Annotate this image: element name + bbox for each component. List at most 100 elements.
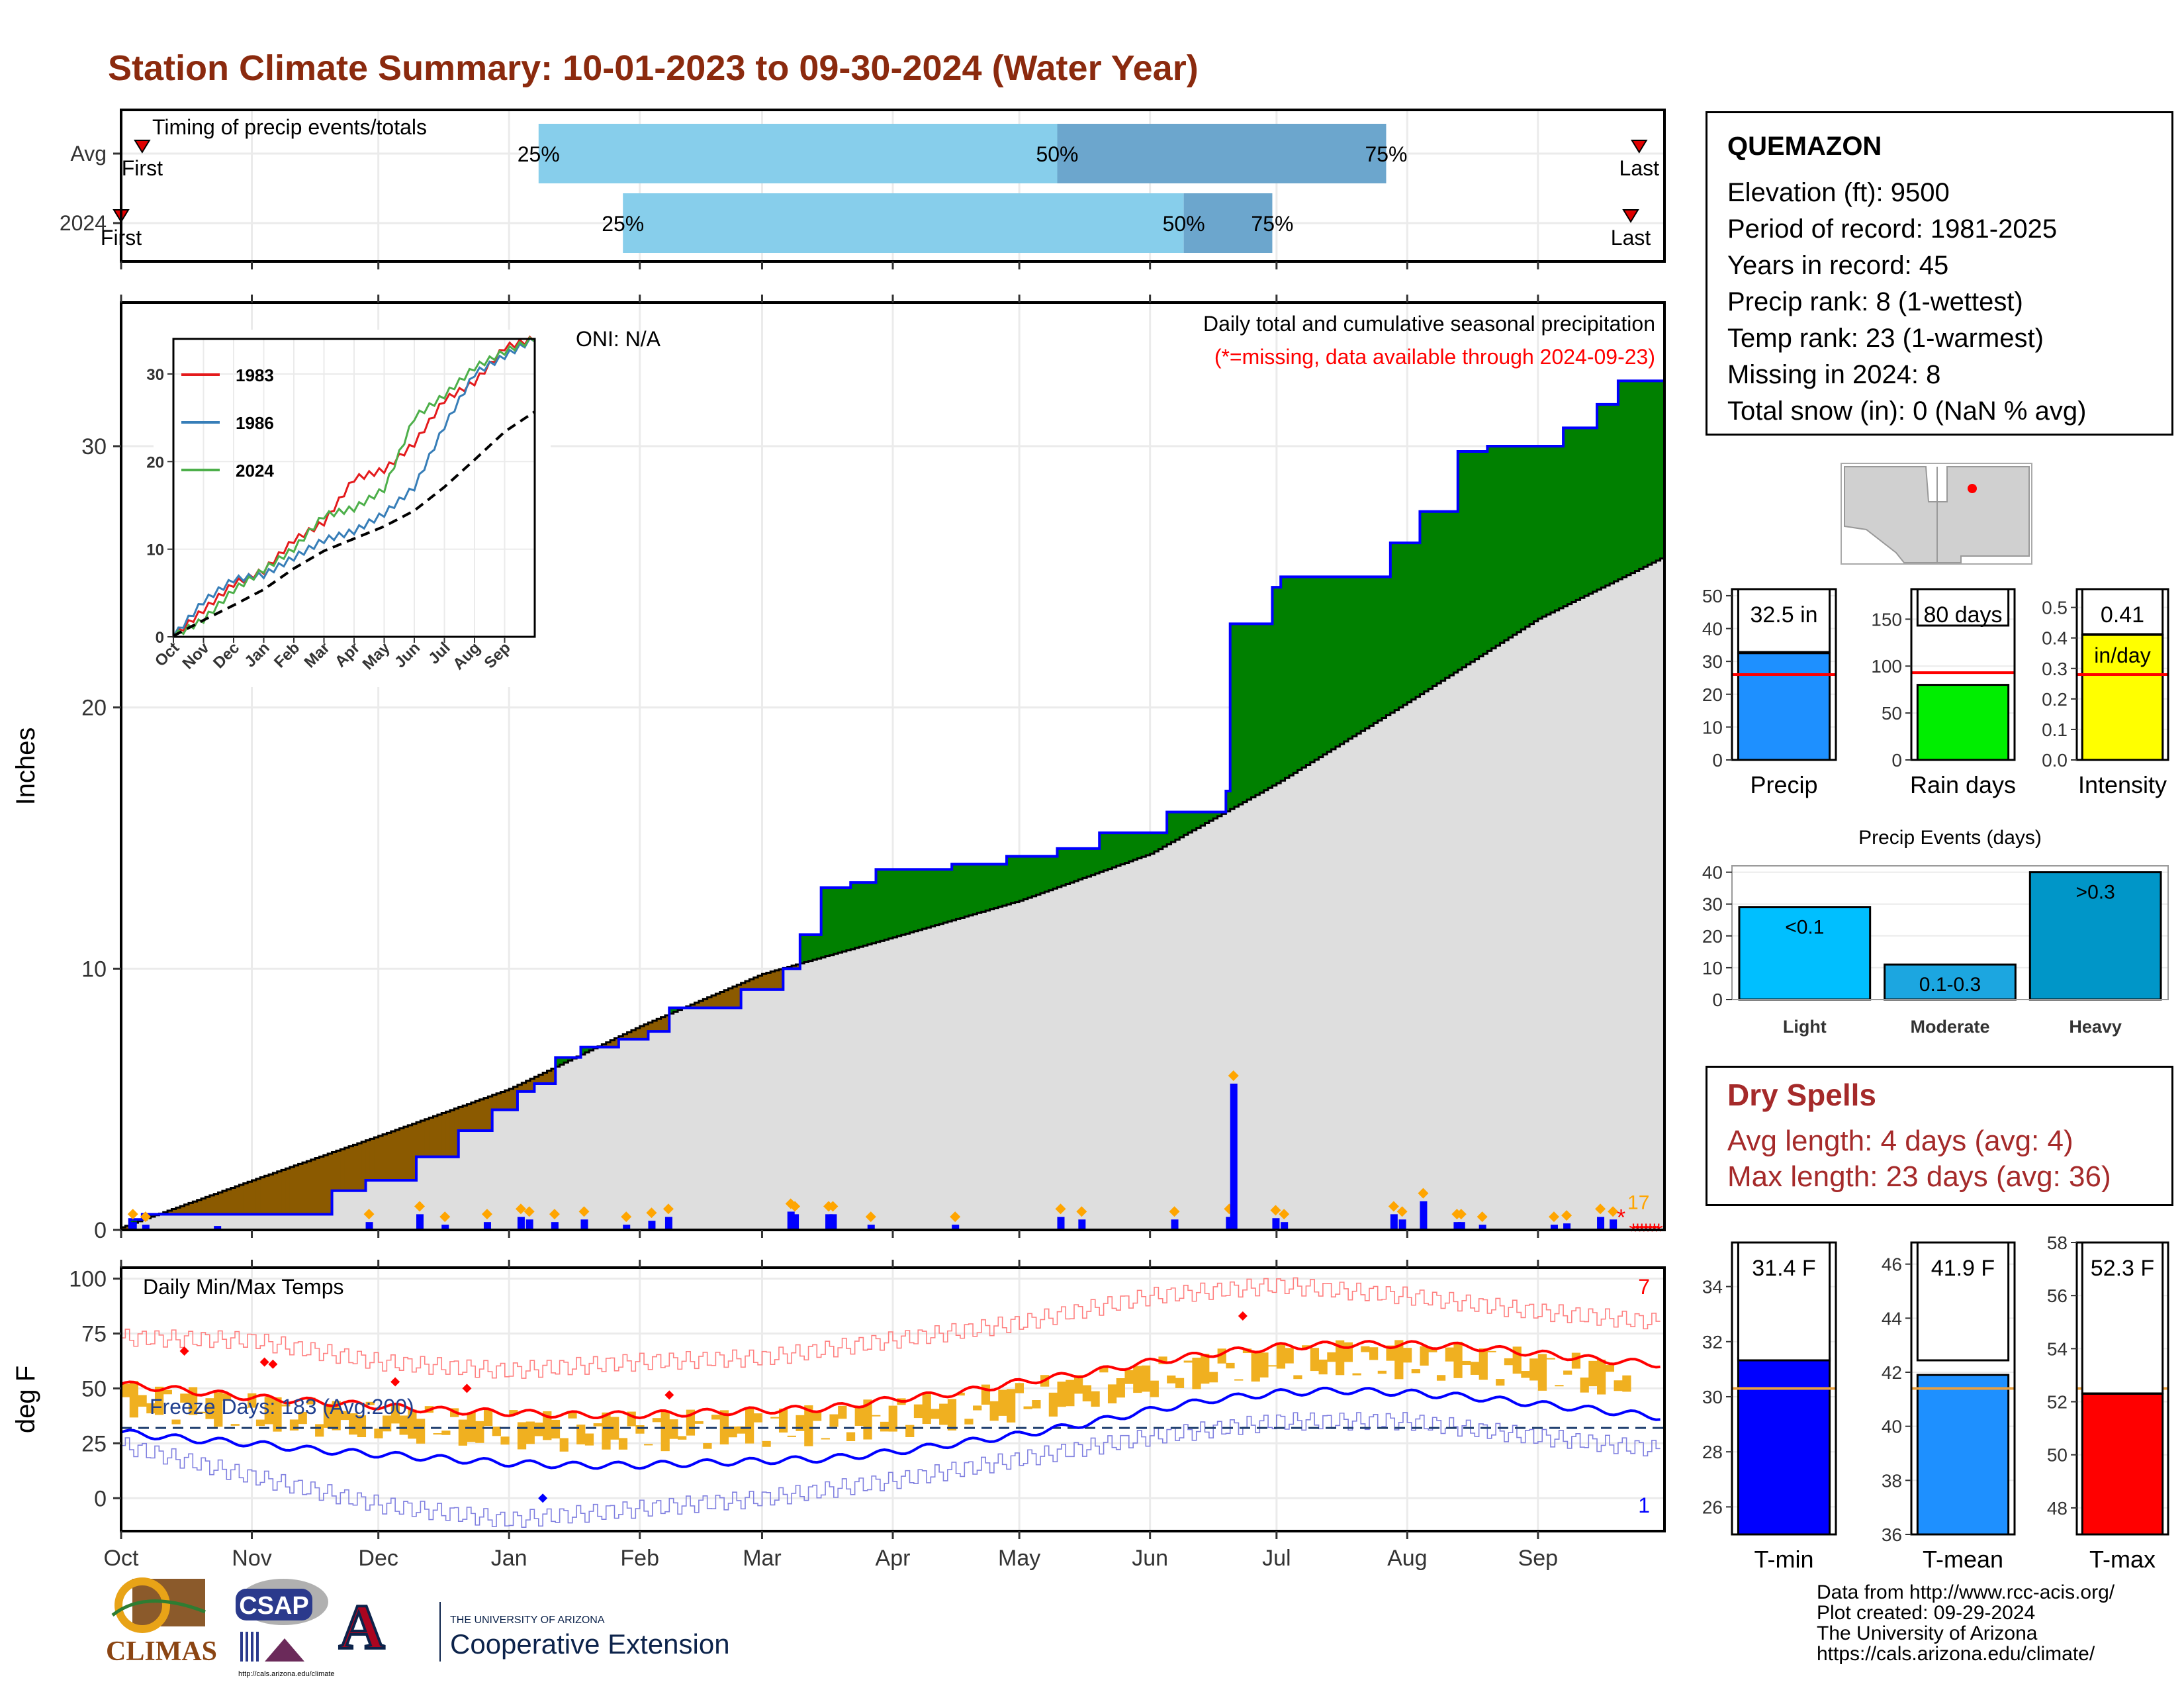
record-high-marker — [179, 1346, 189, 1356]
above-average-fill — [555, 1057, 561, 1067]
daily-temp-bar — [315, 1424, 324, 1437]
precip-title: Daily total and cumulative seasonal prec… — [1203, 312, 1655, 336]
above-average-fill — [829, 888, 835, 955]
above-average-fill — [1011, 856, 1016, 904]
below-average-fill — [551, 1068, 556, 1084]
daily-precip-bar — [365, 1222, 373, 1230]
daily-temp-bar — [1479, 1348, 1488, 1380]
above-average-fill — [1483, 451, 1488, 654]
above-average-fill — [1158, 833, 1163, 849]
above-average-fill — [947, 869, 952, 922]
station-years: Years in record: 45 — [1727, 251, 1949, 280]
daily-precip-bar — [1272, 1218, 1280, 1230]
record-marker — [1455, 1209, 1467, 1220]
y-tick-label: 100 — [1871, 656, 1902, 677]
above-average-fill — [909, 869, 915, 933]
above-average-fill — [1390, 543, 1395, 713]
below-average-fill — [306, 1160, 312, 1215]
y-tick-label: 0 — [94, 1218, 107, 1243]
below-average-fill — [184, 1204, 189, 1215]
y-tick-label: 0.1 — [2042, 720, 2068, 740]
below-average-fill — [657, 1019, 662, 1032]
tmax_mean-chart: 52.3 F 48 50 52 54 56 58 T-max — [2047, 1233, 2169, 1573]
above-average-fill — [1302, 577, 1307, 768]
daily-precip-bar — [551, 1222, 559, 1230]
daily-temp-bar — [821, 1438, 830, 1440]
above-average-fill — [1580, 428, 1585, 598]
above-average-fill — [1192, 812, 1197, 831]
above-average-fill — [1217, 812, 1222, 816]
tmax_mean-frame — [2075, 1241, 2169, 1536]
above-average-fill — [1610, 404, 1615, 584]
above-average-fill — [1318, 577, 1324, 757]
above-average-fill — [888, 869, 893, 939]
daily-temp-bar — [416, 1419, 426, 1444]
daily-temp-bar — [121, 1383, 130, 1397]
above-average-fill — [1175, 812, 1180, 840]
above-average-fill — [1099, 833, 1105, 872]
daily-temp-bar — [660, 1411, 670, 1452]
above-average-fill — [1470, 451, 1475, 662]
rain_days-frame — [1910, 588, 2016, 761]
daily-temp-bar — [408, 1409, 417, 1439]
dry-spells-box: Dry Spells Avg length: 4 days (avg: 4) M… — [1706, 1066, 2173, 1206]
above-average-fill — [1238, 624, 1244, 805]
daily-temp-bar — [525, 1421, 535, 1444]
above-average-fill — [850, 882, 856, 949]
below-average-fill — [660, 1017, 666, 1032]
daily-precip-bar — [1390, 1214, 1398, 1230]
above-average-fill — [129, 1219, 134, 1225]
daily-precip-bar — [1610, 1219, 1617, 1230]
below-average-fill — [796, 964, 801, 969]
daily-temp-bar — [593, 1423, 602, 1427]
climas-logo-sun — [114, 1577, 170, 1633]
above-average-fill — [1597, 404, 1602, 590]
below-average-fill — [218, 1192, 223, 1215]
y-tick-label: 0 — [1712, 750, 1723, 771]
station-name: QUEMAZON — [1727, 132, 1882, 161]
below-average-fill — [243, 1183, 248, 1215]
record-marker — [621, 1211, 632, 1223]
precip-events-chart: Precip Events (days) <0.1 Light 0.1-0.3 Mode… — [1702, 827, 2169, 1037]
daily-temp-bar — [281, 1404, 291, 1407]
y-tick-label: 10 — [81, 957, 107, 982]
above-average-fill — [1512, 446, 1518, 635]
above-average-fill — [1436, 511, 1441, 684]
daily-temp-bar — [1116, 1378, 1125, 1398]
above-average-fill — [1331, 577, 1336, 749]
anomaly-fill — [121, 381, 1665, 1230]
temperature-panel: Daily Min/Max Temps Freeze Days: 183 (Avg… — [11, 1260, 1666, 1571]
daily-temp-bar — [1150, 1380, 1159, 1397]
daily-temp-bar — [1361, 1346, 1370, 1352]
daily-temp-bar — [1352, 1373, 1361, 1376]
daily-temp-bar — [973, 1405, 982, 1411]
below-average-fill — [298, 1164, 303, 1215]
daily-precip-bar — [129, 1222, 137, 1230]
daily-temp-bar — [922, 1392, 931, 1425]
daily-temp-bar — [1091, 1391, 1100, 1407]
tmax_mean-bar — [2081, 1393, 2164, 1536]
above-average-fill — [1525, 446, 1530, 627]
above-average-fill — [1386, 577, 1391, 716]
y-tick-label: 54 — [2047, 1338, 2068, 1359]
below-average-fill — [193, 1201, 198, 1215]
record-marker — [662, 1203, 674, 1215]
daily-temp-bar — [711, 1415, 721, 1420]
daily-temp-bar — [584, 1433, 594, 1446]
above-average-fill — [1247, 624, 1252, 800]
daily-precip-bar — [1281, 1222, 1289, 1230]
above-average-fill — [867, 882, 872, 945]
y-tick-label: 36 — [1882, 1524, 1902, 1545]
daily-temp-bar — [838, 1405, 847, 1419]
below-average-fill — [471, 1102, 476, 1131]
inset-legend-label: 1983 — [236, 365, 274, 385]
below-average-fill — [610, 1040, 615, 1047]
above-average-fill — [1137, 833, 1142, 859]
daily-temp-bar — [1032, 1400, 1041, 1409]
daily-temp-bar — [1015, 1383, 1024, 1393]
rain_days-chart: 80 days 0 50 100 150 Rain days — [1871, 588, 2016, 798]
tmin_mean-bar — [1737, 1357, 1831, 1536]
below-average-fill — [310, 1159, 316, 1215]
below-average-fill — [344, 1147, 349, 1191]
